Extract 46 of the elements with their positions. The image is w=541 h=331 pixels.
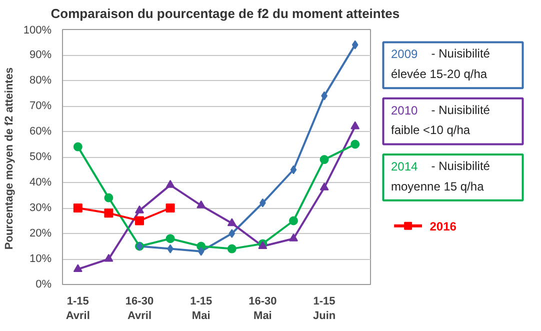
point (289, 216, 298, 226)
point (104, 254, 114, 262)
point (73, 142, 82, 152)
text: 2010 - Nuisibilité faible <10 q/ha (391, 102, 490, 138)
text: 2009 - Nuisibilité élevée 15-20 q/ha (391, 46, 490, 82)
y-tick-label: 70% (29, 100, 52, 112)
point (350, 121, 360, 130)
point (135, 216, 144, 226)
point (73, 204, 82, 212)
y-axis-title: Pourcentage moyen de f2 atteintes (3, 67, 16, 250)
y-tick-label: 100% (23, 24, 52, 36)
chart-title: Comparaison du pourcentage de f2 du moment atteintes (50, 6, 400, 22)
point (166, 180, 175, 188)
point (352, 40, 358, 50)
point (350, 140, 360, 149)
point (166, 234, 175, 244)
x-tick-label: 16-30 Mai (248, 296, 277, 322)
y-tick-label: 90% (29, 49, 52, 61)
y-tick-label: 50% (29, 151, 52, 163)
x-tick-label: 16-30 Avril (125, 296, 154, 322)
point (290, 165, 297, 174)
y-tick-label: 80% (29, 74, 52, 86)
y-tick-label: 30% (29, 202, 52, 214)
point (196, 200, 206, 208)
point (228, 229, 236, 238)
point (104, 208, 114, 218)
point (227, 244, 236, 254)
y-tick-label: 10% (29, 253, 52, 265)
y-tick-label: 40% (29, 176, 52, 188)
point (320, 182, 329, 190)
y-tick-label: 20% (29, 228, 52, 240)
legend-label: 2016 (430, 219, 457, 234)
point (104, 193, 114, 202)
point (227, 218, 236, 226)
point (289, 233, 298, 242)
y-tick-label: 60% (29, 126, 52, 138)
point (73, 264, 82, 272)
text: 2014 - Nuisibilité moyenne 15 q/ha (391, 158, 490, 194)
x-tick-label: 1-15 Juin (312, 296, 336, 322)
x-tick-label: 1-15 Avril (66, 296, 90, 322)
y-tick-label: 0% (36, 278, 52, 290)
x-tick-label: 1-15 Mai (190, 296, 212, 322)
point (198, 246, 204, 256)
point (320, 155, 329, 164)
point (166, 204, 175, 212)
point (135, 205, 144, 214)
